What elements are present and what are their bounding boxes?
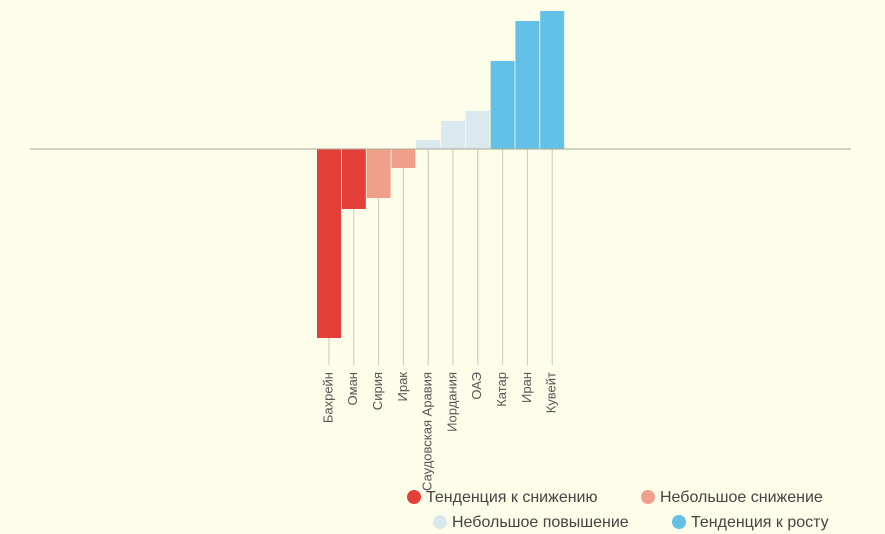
bar xyxy=(441,121,465,149)
category-label: Ирак xyxy=(395,372,410,402)
category-label: Кувейт xyxy=(544,372,559,413)
category-label: Иордания xyxy=(444,372,459,432)
category-label: Сирия xyxy=(370,372,385,410)
bar xyxy=(540,11,565,149)
bar xyxy=(341,149,366,209)
legend-marker xyxy=(672,515,686,529)
bar xyxy=(317,149,341,338)
legend-label: Небольшое снижение xyxy=(660,489,823,506)
bar xyxy=(391,149,416,168)
legend-marker xyxy=(433,515,447,529)
category-label: ОАЭ xyxy=(469,372,484,400)
bar xyxy=(465,111,490,149)
legend-label: Небольшое повышение xyxy=(452,514,629,531)
legend-marker xyxy=(407,490,421,504)
legend-label: Тенденция к росту xyxy=(691,514,829,531)
bar xyxy=(490,61,515,149)
bar xyxy=(515,21,540,149)
legend-marker xyxy=(641,490,655,504)
bar xyxy=(416,140,441,149)
bar xyxy=(366,149,391,198)
category-label: Бахрейн xyxy=(320,372,335,423)
category-label: Иран xyxy=(519,372,534,403)
category-label: Саудовская Аравия xyxy=(420,372,435,491)
category-label: Катар xyxy=(494,372,509,407)
category-label: Оман xyxy=(345,372,360,405)
legend-label: Тенденция к снижению xyxy=(426,489,597,506)
